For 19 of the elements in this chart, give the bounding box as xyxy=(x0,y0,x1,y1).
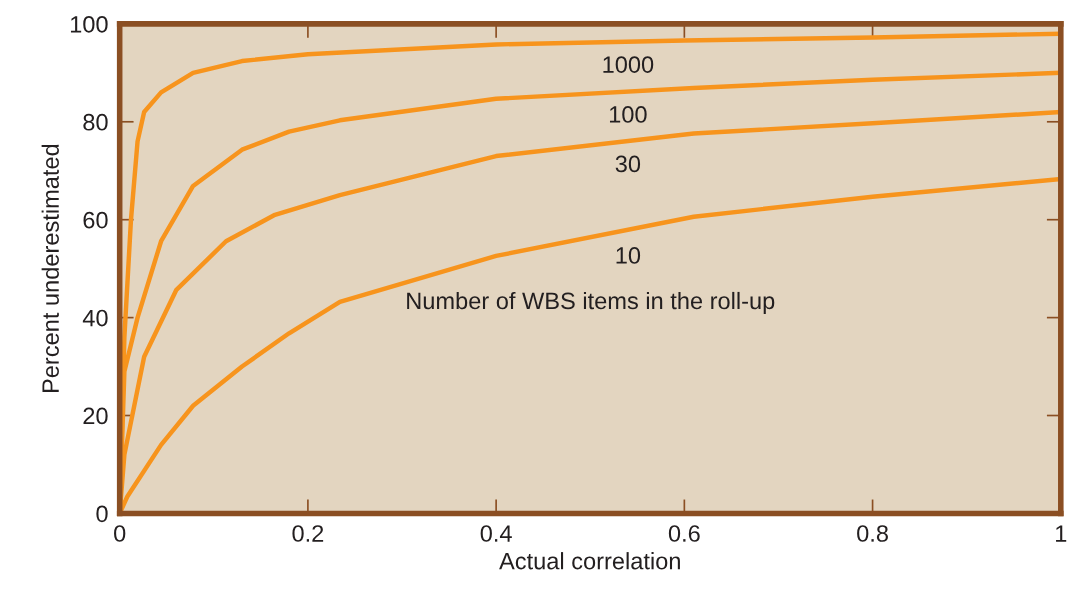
y-tick-label: 40 xyxy=(82,309,108,327)
y-tick-label: 100 xyxy=(70,15,108,33)
x-tick-label: 0.8 xyxy=(857,525,888,542)
y-tick-label: 80 xyxy=(83,113,108,131)
series-label: 1000 xyxy=(603,56,654,73)
x-tick-label: 0.2 xyxy=(292,525,324,542)
annotation: Number of WBS items in the roll-up xyxy=(407,291,775,314)
y-axis-title: Percent underestimated xyxy=(41,144,59,393)
x-tick-label: 0.4 xyxy=(480,525,512,542)
y-tick-label: 20 xyxy=(83,407,108,425)
series-label: 30 xyxy=(615,155,641,173)
series-label: 10 xyxy=(616,247,641,264)
y-tick-label: 60 xyxy=(83,211,108,229)
x-tick-label: 0 xyxy=(114,525,126,542)
x-tick-label: 1 xyxy=(1056,525,1067,542)
x-axis-title: Actual correlation xyxy=(499,552,680,570)
y-tick-label: 0 xyxy=(96,505,108,523)
series-label: 100 xyxy=(609,106,647,123)
x-tick-label: 0.6 xyxy=(668,525,700,542)
